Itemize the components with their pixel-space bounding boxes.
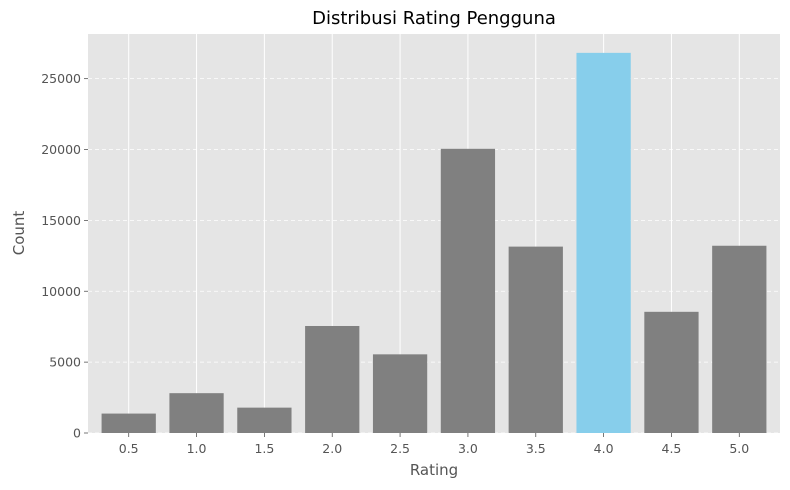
y-tick-label: 20000 <box>41 142 81 157</box>
bar-2.5 <box>372 354 428 433</box>
y-axis-label: Count <box>10 211 28 256</box>
x-axis-label: Rating <box>410 461 458 479</box>
x-tick-label: 1.0 <box>187 441 207 456</box>
bar-2.0 <box>305 325 360 433</box>
x-tick-label: 2.0 <box>322 441 342 456</box>
x-tick-label: 4.0 <box>594 441 614 456</box>
bar-0.5 <box>101 413 156 433</box>
axis-ticks: 0 5000 10000 15000 20000 25000 0.5 1.0 1.5 2.0 2.5… <box>41 71 749 456</box>
y-tick-label: 5000 <box>49 355 81 370</box>
y-tick-label: 15000 <box>41 213 81 228</box>
x-tick-label: 3.5 <box>526 441 546 456</box>
x-tick-label: 2.5 <box>390 441 410 456</box>
y-tick-label: 25000 <box>41 71 81 86</box>
x-tick-label: 4.5 <box>662 441 682 456</box>
bar-1.0 <box>169 393 224 433</box>
x-tick-label: 0.5 <box>119 441 139 456</box>
y-tick-label: 10000 <box>41 284 81 299</box>
chart-title: Distribusi Rating Pengguna <box>312 8 556 29</box>
bar-1.5 <box>237 407 292 433</box>
y-tick-label: 0 <box>73 426 81 441</box>
bar-3.5 <box>508 246 563 433</box>
bar-3.0 <box>440 148 496 434</box>
bars <box>101 52 767 434</box>
x-tick-label: 3.0 <box>458 441 478 456</box>
bar-4.0 <box>576 52 631 434</box>
bar-4.5 <box>644 311 699 433</box>
bar-5.0 <box>712 245 767 433</box>
x-tick-label: 1.5 <box>254 441 274 456</box>
x-tick-label: 5.0 <box>729 441 749 456</box>
